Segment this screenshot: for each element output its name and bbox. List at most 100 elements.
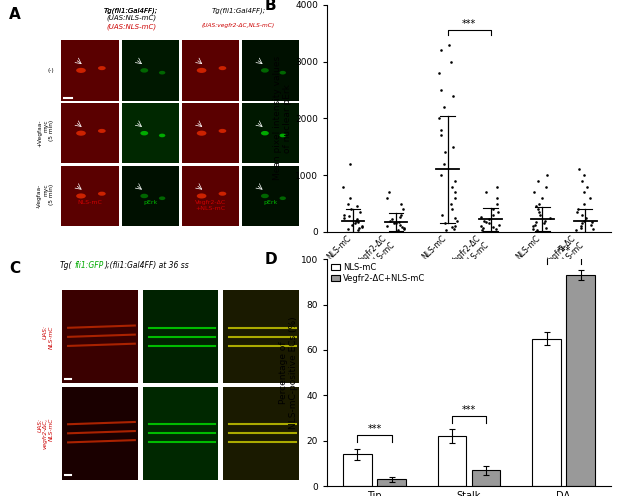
Point	[354, 218, 363, 226]
Bar	[143, 387, 218, 480]
Point	[437, 211, 447, 219]
Ellipse shape	[140, 131, 148, 135]
Point	[434, 115, 444, 123]
Bar	[532, 339, 561, 486]
Bar	[566, 275, 595, 486]
Point	[492, 183, 502, 190]
Point	[534, 208, 544, 216]
Point	[586, 221, 595, 229]
Point	[352, 215, 362, 223]
Point	[448, 92, 458, 100]
Point	[529, 188, 539, 196]
Point	[345, 194, 355, 202]
Point	[436, 86, 446, 94]
Point	[532, 226, 542, 234]
Point	[578, 211, 587, 219]
Point	[574, 166, 584, 174]
Point	[528, 225, 538, 233]
Point	[571, 226, 581, 234]
Point	[387, 215, 397, 223]
Point	[579, 199, 589, 207]
Text: ***: ***	[557, 246, 571, 256]
Text: NLS-mC: NLS-mC	[78, 200, 102, 205]
Ellipse shape	[197, 68, 207, 73]
Y-axis label: Percentage of
NLS-mC-positive ECs (%): Percentage of NLS-mC-positive ECs (%)	[279, 316, 298, 429]
Point	[436, 126, 446, 134]
Point	[587, 218, 597, 226]
Point	[484, 215, 494, 223]
Point	[385, 217, 395, 225]
Point	[579, 188, 589, 196]
Bar	[438, 436, 466, 486]
Point	[355, 208, 365, 216]
Text: (-): (-)	[370, 307, 379, 316]
Point	[529, 221, 539, 229]
Ellipse shape	[280, 71, 286, 74]
Bar	[242, 103, 299, 164]
Text: UAS:
NLS-mC: UAS: NLS-mC	[43, 325, 54, 349]
Point	[528, 222, 538, 230]
Text: Tg(fli1:Gal4FF);: Tg(fli1:Gal4FF);	[104, 7, 159, 14]
Point	[382, 222, 392, 230]
Text: C: C	[9, 261, 20, 276]
Bar	[62, 387, 138, 480]
Point	[440, 148, 450, 156]
Point	[382, 194, 392, 202]
Point	[399, 225, 408, 233]
Bar	[223, 291, 299, 383]
Point	[339, 183, 349, 190]
Point	[351, 217, 361, 225]
Bar	[182, 40, 239, 101]
Point	[534, 199, 544, 207]
Bar	[122, 166, 179, 226]
Text: B: B	[265, 0, 276, 13]
Point	[481, 188, 491, 196]
Text: ***: ***	[367, 424, 381, 434]
Bar	[62, 291, 138, 383]
Point	[449, 225, 458, 233]
Point	[447, 58, 457, 65]
Ellipse shape	[197, 130, 207, 136]
Text: pErk: pErk	[263, 200, 278, 205]
Ellipse shape	[159, 133, 165, 137]
Point	[541, 183, 551, 190]
Point	[399, 225, 408, 233]
Text: (UAS:vegfr2-ΔC,NLS-mC): (UAS:vegfr2-ΔC,NLS-mC)	[202, 23, 275, 28]
Point	[536, 211, 545, 219]
Point	[391, 219, 401, 227]
Point	[537, 194, 547, 202]
Point	[540, 217, 550, 225]
Ellipse shape	[76, 193, 86, 198]
Point	[447, 223, 457, 231]
Point	[579, 217, 589, 225]
Point	[534, 177, 544, 185]
Ellipse shape	[76, 130, 86, 136]
Point	[434, 69, 444, 77]
Point	[441, 219, 450, 227]
Point	[394, 218, 404, 226]
Bar	[472, 470, 500, 486]
Bar	[61, 103, 118, 164]
Text: pErk: pErk	[143, 200, 157, 205]
Point	[393, 226, 403, 234]
Point	[487, 205, 497, 213]
Point	[450, 194, 460, 202]
Point	[576, 224, 586, 232]
Bar	[242, 166, 299, 226]
Point	[347, 221, 357, 229]
Ellipse shape	[159, 71, 165, 74]
Point	[531, 218, 541, 226]
Ellipse shape	[76, 68, 86, 73]
Point	[476, 213, 486, 221]
Ellipse shape	[261, 194, 269, 198]
Point	[354, 226, 363, 234]
Point	[478, 225, 487, 233]
Ellipse shape	[98, 66, 106, 70]
Point	[436, 131, 445, 139]
Point	[479, 217, 489, 225]
Point	[444, 41, 454, 49]
Bar	[143, 291, 218, 383]
Point	[573, 208, 582, 216]
Text: ***: ***	[462, 405, 476, 415]
Bar	[61, 40, 118, 101]
